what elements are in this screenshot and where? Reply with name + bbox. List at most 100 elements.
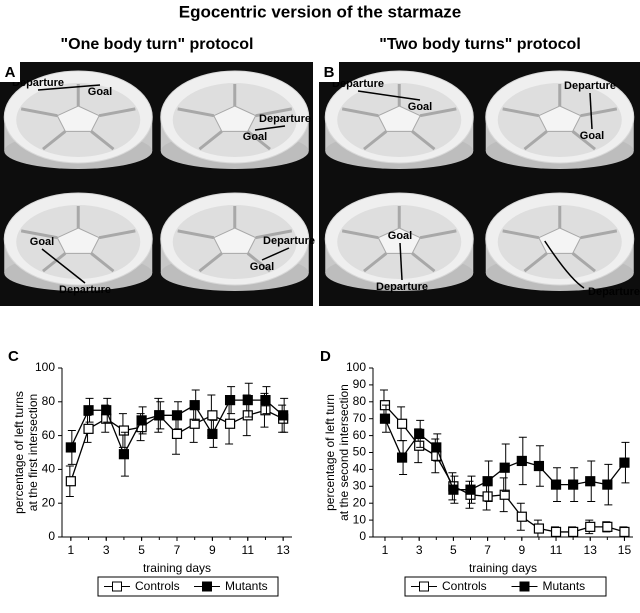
maze-alley [580,107,618,118]
panel-heading: "Two body turns" protocol [379,36,581,53]
marker [224,418,236,429]
maze-center [213,227,257,254]
x-tick-label: 5 [450,543,457,557]
x-tick-label: 15 [618,543,632,557]
y-tick-label: 80 [42,394,56,408]
marker [550,526,562,538]
marker [585,476,596,487]
marker [83,405,94,416]
marker [171,428,183,440]
trajectory [589,92,593,130]
marker [396,418,408,429]
maze-alley [363,252,388,273]
maze-alley [419,229,457,240]
maze-alley [411,130,436,151]
panel-letter-box [319,62,339,82]
panel-letter: C [8,348,19,365]
trajectory [261,247,290,261]
maze-alley [177,229,215,240]
marker [189,400,200,411]
maze-alley [341,229,379,240]
maze-label: Goal [30,236,54,248]
maze-alley [42,130,67,151]
marker [207,428,218,440]
maze-alley [419,107,457,118]
x-tick-label: 11 [550,543,563,557]
maze-alley [255,229,293,240]
marker [499,489,510,500]
x-tick-label: 9 [518,543,525,557]
panel-heading: "One body turn" protocol [61,36,254,53]
maze-center [538,105,582,132]
trajectory [37,84,101,91]
y-tick-label: 40 [353,462,367,476]
legend-box [97,576,279,597]
legend-label: Controls [135,579,180,593]
y-axis-label: at the first intersection [26,394,40,511]
x-tick-label: 7 [484,543,491,557]
maze-alley [90,252,115,273]
marker [465,484,476,495]
marker [260,395,271,406]
marker [101,405,112,416]
maze-alley [246,130,271,151]
maze-alley [255,107,293,118]
marker [533,523,545,534]
trajectory [41,248,86,284]
y-axis-label: percentage of left turns [12,391,26,514]
marker [516,455,527,467]
marker [396,452,408,463]
x-tick-label: 11 [242,543,255,557]
trajectory [357,90,421,101]
maze-label: Departure [588,286,640,298]
marker [65,442,76,453]
x-axis-label: training days [143,561,211,575]
marker [482,476,493,487]
y-tick-label: 30 [353,478,367,492]
maze-label: Goal [88,86,112,98]
maze-alley [20,229,58,240]
marker [136,415,147,426]
maze-alley [580,229,618,240]
y-tick-label: 0 [48,529,55,543]
y-tick-label: 100 [35,360,55,374]
x-tick-label: 3 [103,543,110,557]
maze-alley [341,107,379,118]
y-tick-label: 0 [359,529,366,543]
maze-alley [177,107,215,118]
marker [602,479,613,490]
trajectory [544,240,585,289]
maze-alley [198,252,223,273]
marker [83,423,94,434]
maze-alley [363,130,388,151]
legend-box [404,576,607,597]
marker [189,418,200,429]
maze-alley [98,107,136,118]
y-tick-label: 40 [42,462,56,476]
maze-alley [571,252,596,273]
legend-marker [202,581,212,592]
maze-alley [411,252,436,273]
x-tick-label: 3 [416,543,423,557]
x-axis-label: training days [469,561,537,575]
marker [242,395,253,406]
maze-alley [98,229,136,240]
x-tick-label: 5 [138,543,145,557]
maze-label: Departure [263,235,315,247]
maze-center [56,227,100,254]
y-tick-label: 20 [353,495,367,509]
maze-alley [523,130,548,151]
marker [568,526,579,538]
x-tick-label: 9 [209,543,216,557]
maze-label: Departure [259,113,311,125]
marker [585,521,596,532]
legend-label: Controls [442,579,487,593]
maze-center [56,105,100,132]
maze-alley [198,130,223,151]
x-tick-label: 13 [276,543,290,557]
marker [533,460,545,472]
y-tick-label: 90 [353,377,367,391]
marker [619,457,630,468]
marker [550,479,562,490]
